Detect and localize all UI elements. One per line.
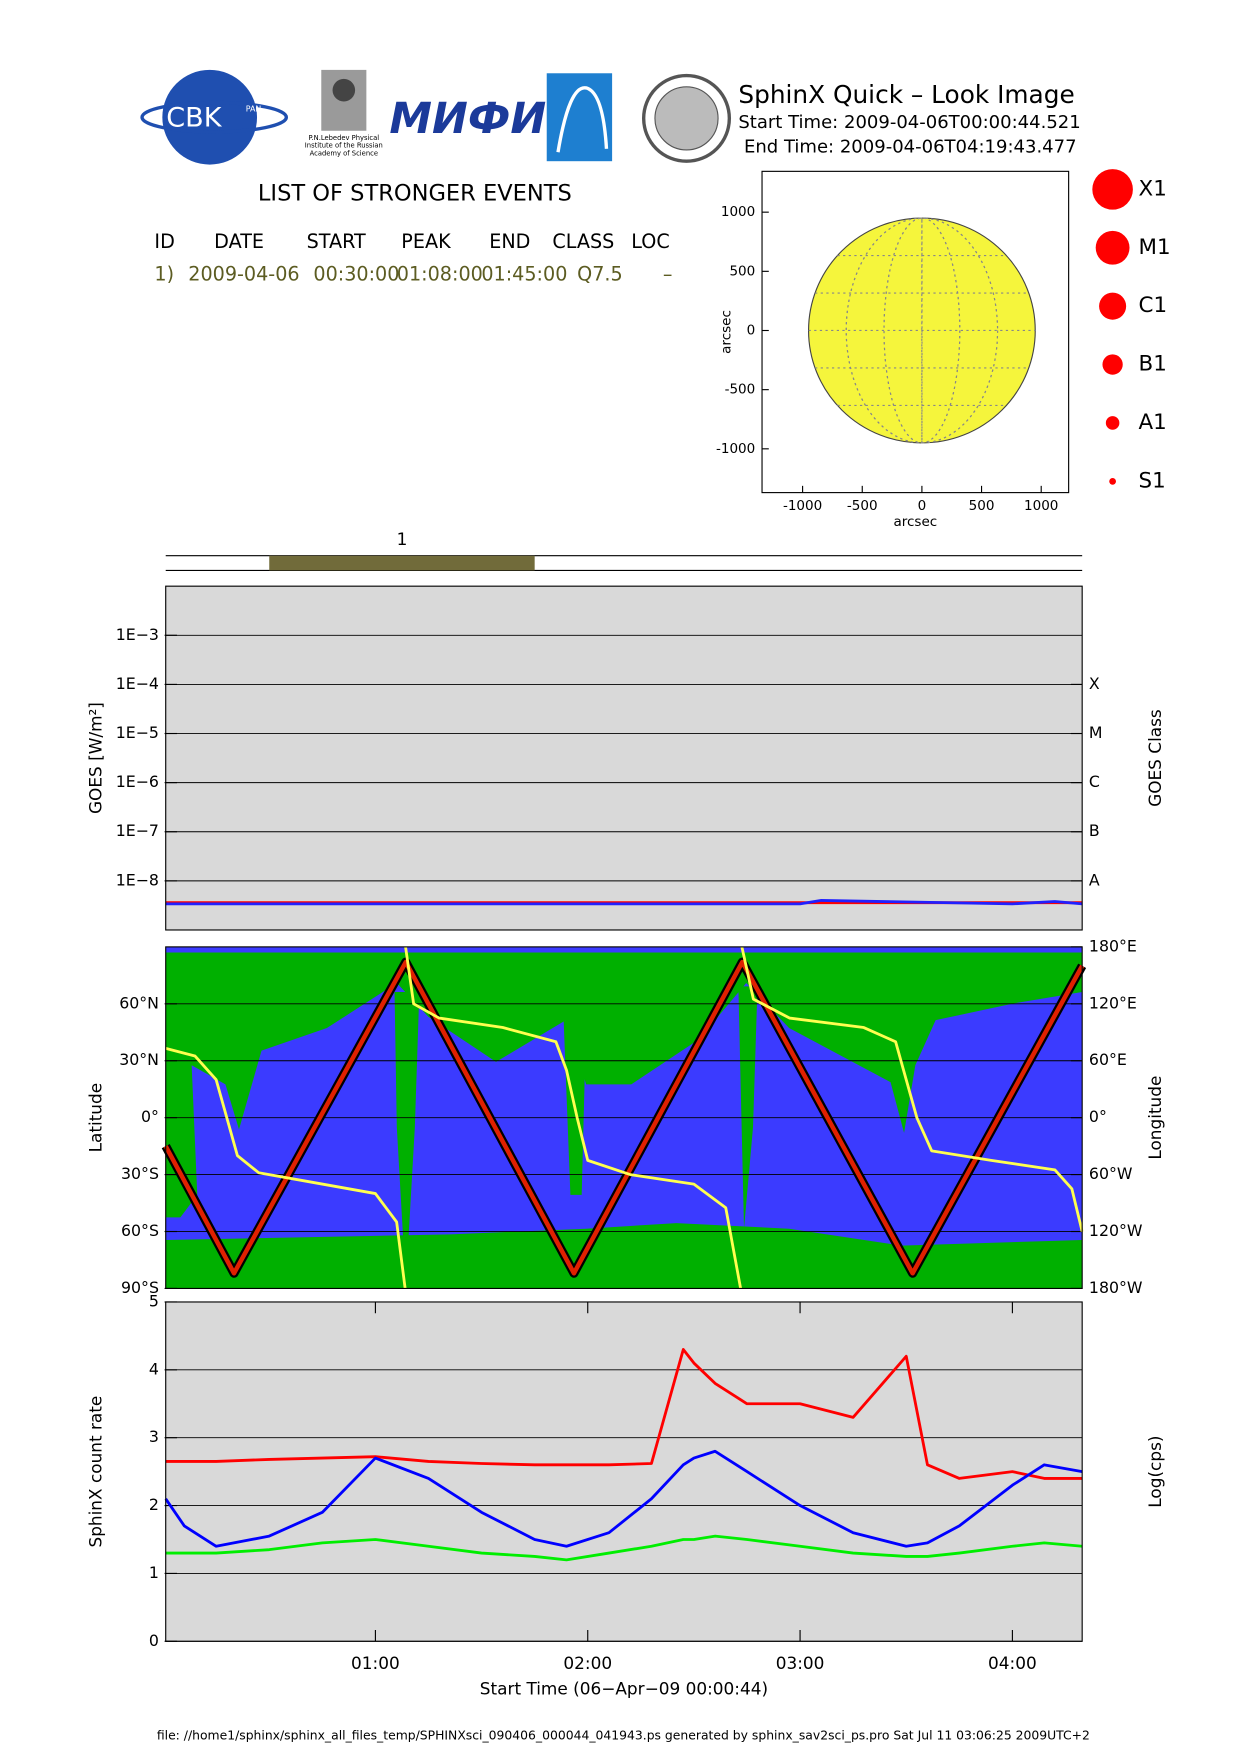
column-header: ID: [154, 230, 174, 253]
y-tick-label: 500: [729, 263, 755, 279]
events-header: ID DATE START PEAK END CLASS LOC: [154, 230, 669, 253]
lebedev-caption: P.N.Lebedev Physical: [309, 134, 380, 142]
cell: 01:45:00: [481, 263, 567, 286]
cell: 2009-04-06: [188, 263, 299, 286]
y-axis-label: SphinX count rate: [85, 1396, 105, 1548]
y2-tick-label: M: [1089, 723, 1103, 742]
cell: 1): [154, 263, 174, 286]
y-tick-label: 0: [747, 322, 756, 338]
legend-label: S1: [1139, 468, 1166, 493]
legend-swatch: [1106, 416, 1120, 430]
lebedev-caption: Institute of the Russian: [305, 142, 383, 150]
plot-background: [166, 586, 1082, 930]
y-tick-label: 1E−5: [116, 723, 159, 742]
y-tick-label: 5: [149, 1291, 159, 1310]
y-tick-label: 2: [149, 1495, 159, 1514]
y-tick-label: -500: [725, 382, 756, 398]
y2-tick-label: 0°: [1089, 1107, 1107, 1126]
x-tick-label: 04:00: [988, 1653, 1037, 1673]
x-axis-label: arcsec: [893, 514, 937, 530]
y-tick-label: 1E−8: [116, 870, 159, 889]
y-tick-label: 1E−4: [116, 674, 159, 693]
lebedev-head: [333, 79, 356, 102]
header-start: Start Time: 2009-04-06T00:00:44.521: [738, 112, 1080, 133]
y-tick-label: -1000: [716, 441, 755, 457]
header-end: End Time: 2009-04-06T04:19:43.477: [744, 137, 1077, 158]
y2-tick-label: 120°W: [1089, 1221, 1143, 1240]
footer: file: //home1/sphinx/sphinx_all_files_te…: [157, 1727, 1090, 1742]
column-header: CLASS: [552, 230, 614, 253]
legend-label: M1: [1139, 235, 1171, 260]
y-tick-label: 30°S: [121, 1164, 159, 1183]
legend-label: C1: [1139, 293, 1168, 318]
x-tick-label: 500: [969, 498, 995, 514]
y-tick-label: 3: [149, 1427, 159, 1446]
y2-tick-label: C: [1089, 772, 1100, 791]
y-tick-label: 60°S: [121, 1221, 159, 1240]
lebedev-caption: Academy of Science: [310, 150, 378, 158]
cell: 01:08:00: [397, 263, 483, 286]
y2-axis-label: Log(cps): [1145, 1436, 1165, 1508]
x-tick-label: -1000: [783, 498, 822, 514]
events-row: 1) 2009-04-06 00:30:00 01:08:00 01:45:00…: [154, 263, 672, 286]
y2-tick-label: 60°E: [1089, 1050, 1127, 1069]
legend-swatch: [1092, 169, 1133, 210]
y-axis-label: arcsec: [718, 310, 734, 354]
y-tick-label: 1E−7: [116, 821, 159, 840]
y2-axis-label: GOES Class: [1145, 709, 1165, 807]
legend-swatch: [1109, 478, 1116, 485]
cell: Q7.5: [577, 263, 623, 286]
legend-swatch: [1099, 293, 1126, 320]
y-tick-label: 1E−3: [116, 625, 159, 644]
cell: –: [663, 263, 673, 286]
y2-tick-label: 180°W: [1089, 1278, 1143, 1297]
y-tick-label: 30°N: [119, 1050, 159, 1069]
y2-axis-label: Longitude: [1145, 1076, 1165, 1160]
y2-tick-label: 180°E: [1089, 936, 1137, 955]
y-tick-label: 1E−6: [116, 772, 159, 791]
events-title: LIST OF STRONGER EVENTS: [258, 180, 572, 206]
y-tick-label: 0°: [141, 1107, 159, 1126]
x-tick-label: 01:00: [351, 1653, 400, 1673]
y2-tick-label: X: [1089, 674, 1100, 693]
y-tick-label: 0: [149, 1631, 159, 1650]
pan-text: PAN: [246, 105, 262, 114]
x-tick-label: -500: [847, 498, 878, 514]
mifi-logo: МИФИ: [389, 94, 546, 144]
cell: 00:30:00: [313, 263, 399, 286]
y-tick-label: 60°N: [119, 993, 159, 1012]
cbk-text: CBK: [166, 102, 222, 133]
y-axis-label: GOES [W/m²]: [85, 702, 105, 814]
y-axis-label: Latitude: [85, 1083, 105, 1153]
x-tick-label: 03:00: [776, 1653, 825, 1673]
x-tick-label: 02:00: [563, 1653, 612, 1673]
header-title: SphinX Quick – Look Image: [738, 80, 1074, 109]
column-header: END: [489, 230, 530, 253]
y2-tick-label: A: [1089, 870, 1100, 889]
column-header: DATE: [214, 230, 264, 253]
legend-label: A1: [1139, 410, 1167, 435]
seal-inner: [655, 87, 718, 150]
column-header: LOC: [631, 230, 669, 253]
y-tick-label: 1: [149, 1563, 159, 1582]
legend-swatch: [1102, 354, 1122, 374]
y2-tick-label: 60°W: [1089, 1164, 1133, 1183]
y2-tick-label: 120°E: [1089, 993, 1137, 1012]
event-label: 1: [397, 529, 408, 549]
y2-tick-label: B: [1089, 821, 1100, 840]
x-tick-label: 1000: [1024, 498, 1058, 514]
event-bar: [269, 556, 534, 571]
x-axis-label: Start Time (06−Apr−09 00:00:44): [480, 1679, 768, 1699]
column-header: START: [307, 230, 366, 253]
y-tick-label: 1000: [721, 204, 755, 220]
y-tick-label: 4: [149, 1359, 159, 1378]
column-header: PEAK: [401, 230, 451, 253]
legend-swatch: [1096, 231, 1130, 265]
x-tick-label: 0: [918, 498, 927, 514]
legend-label: X1: [1139, 176, 1167, 201]
legend-label: B1: [1139, 352, 1167, 377]
